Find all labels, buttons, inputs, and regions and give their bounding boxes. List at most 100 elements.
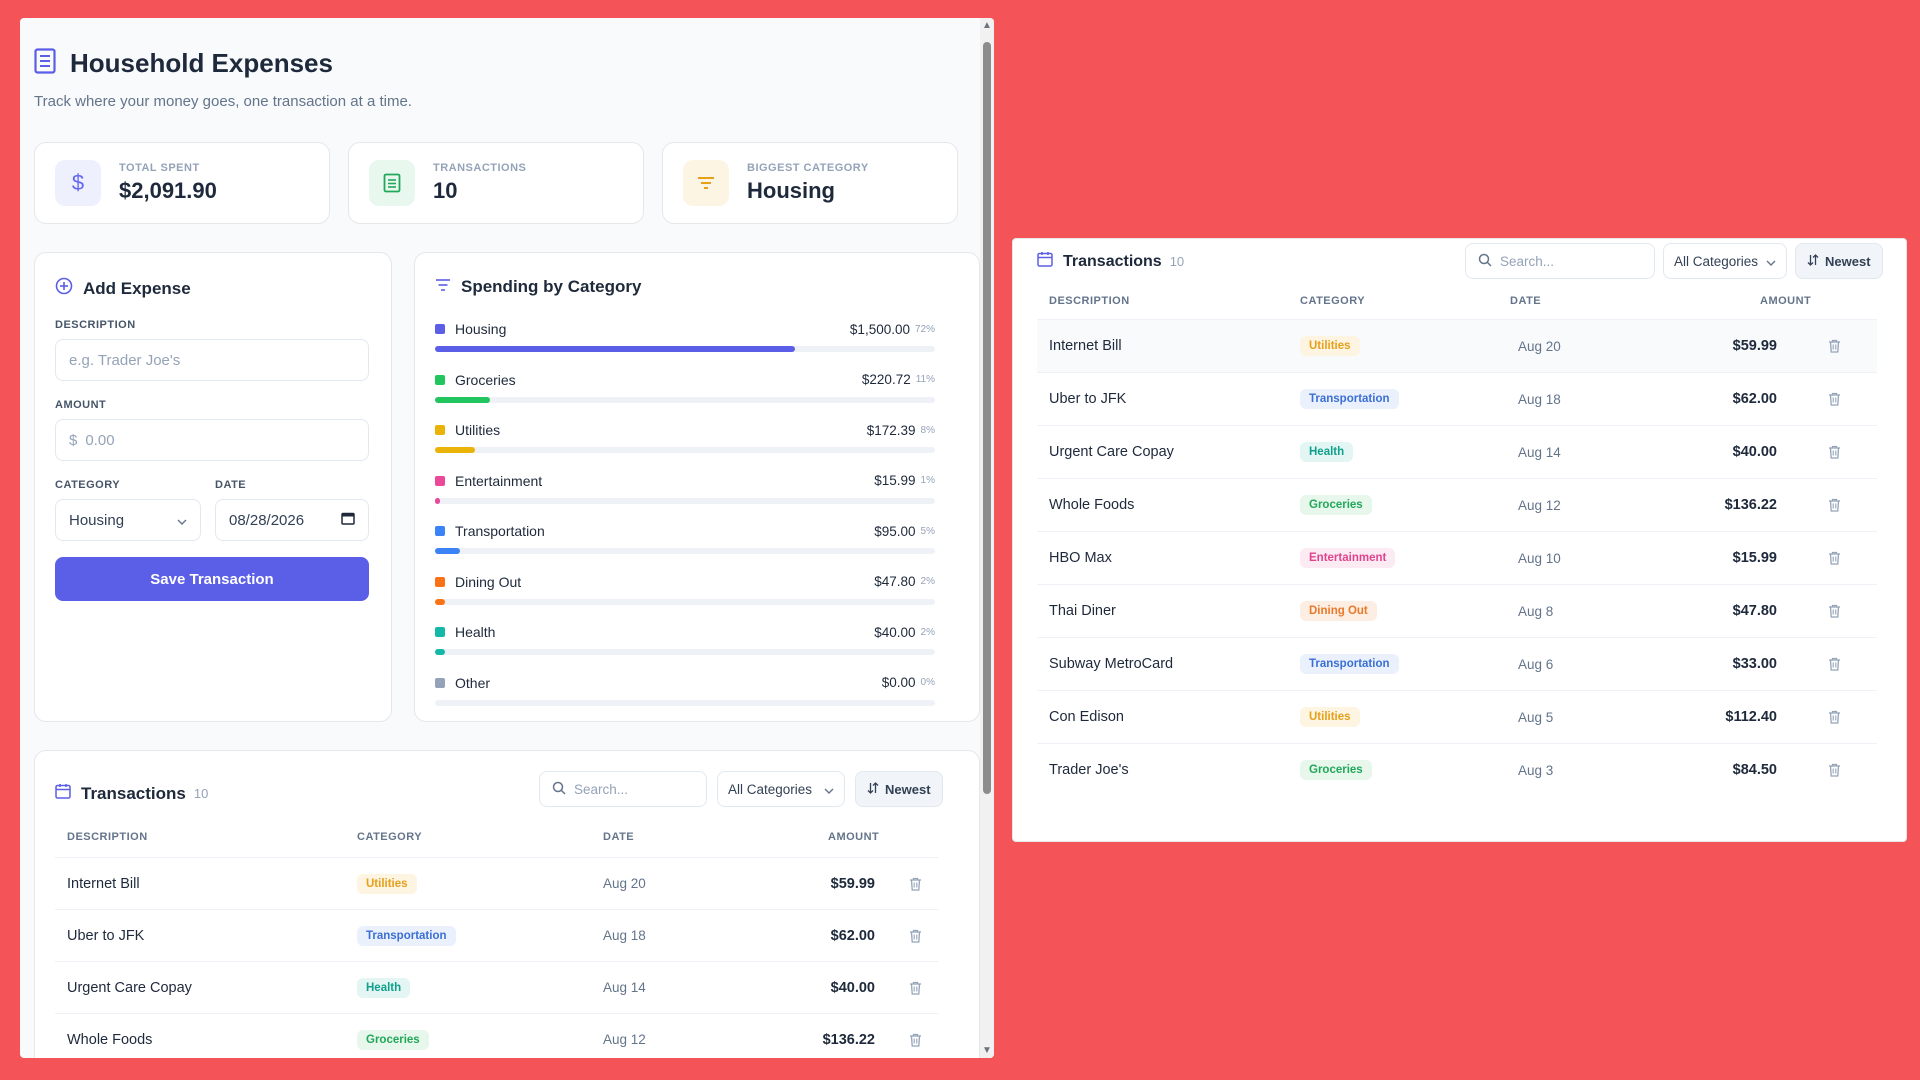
category-badge: Utilities xyxy=(357,873,417,894)
search-input[interactable]: Search... xyxy=(539,771,707,807)
table-row[interactable]: Internet Bill Utilities Aug 20 $59.99 xyxy=(1037,319,1877,372)
spending-title: Spending by Category xyxy=(461,277,642,296)
table-row[interactable]: Whole Foods Groceries Aug 12 $136.22 xyxy=(1037,478,1877,531)
transactions-panel: Transactions 10 Search... All Categories… xyxy=(34,750,980,1058)
category-bar-track xyxy=(435,548,935,554)
table-row[interactable]: Thai Diner Dining Out Aug 8 $47.80 xyxy=(1037,584,1877,637)
add-expense-panel: Add Expense DESCRIPTION e.g. Trader Joe'… xyxy=(34,252,392,722)
table-row[interactable]: Subway MetroCard Transportation Aug 6 $33.0… xyxy=(1037,637,1877,690)
category-bar-track xyxy=(435,396,935,403)
category-badge: Utilities xyxy=(1300,336,1360,356)
calendar-icon xyxy=(55,783,71,804)
category-bar-fill xyxy=(435,649,445,655)
transaction-date: Aug 3 xyxy=(1518,762,1554,778)
sort-label: Newest xyxy=(885,781,931,797)
table-row[interactable]: Urgent Care Copay Health Aug 14 $40.00 xyxy=(55,961,939,1013)
category-row: Transportation $95.00 5% xyxy=(435,523,935,554)
save-transaction-button[interactable]: Save Transaction xyxy=(55,557,369,601)
category-color-dot xyxy=(435,425,445,435)
transactions-title: Transactions xyxy=(1063,252,1162,270)
table-row[interactable]: Trader Joe's Groceries Aug 3 $84.50 xyxy=(1037,743,1877,796)
trash-icon[interactable] xyxy=(1828,320,1841,372)
trash-icon[interactable] xyxy=(909,858,922,909)
trash-icon[interactable] xyxy=(1828,532,1841,584)
scroll-thumb[interactable] xyxy=(983,42,991,794)
trash-icon[interactable] xyxy=(1828,373,1841,425)
category-color-dot xyxy=(435,677,445,688)
table-row[interactable]: Uber to JFK Transportation Aug 18 $62.00 xyxy=(1037,372,1877,425)
trash-icon[interactable] xyxy=(909,962,922,1013)
category-bar-track xyxy=(435,346,935,352)
transaction-amount: $15.99 xyxy=(1732,550,1777,566)
description-placeholder: e.g. Trader Joe's xyxy=(69,351,181,369)
amount-input[interactable]: $ 0.00 xyxy=(55,419,369,461)
trash-icon[interactable] xyxy=(1828,426,1841,478)
category-bar-fill xyxy=(435,447,475,453)
trash-icon[interactable] xyxy=(1828,638,1841,690)
category-percent: 8% xyxy=(920,424,935,436)
amount-prefix: $ xyxy=(69,431,78,449)
trash-icon[interactable] xyxy=(1828,744,1841,796)
filter-icon xyxy=(435,277,451,297)
scroll-down-icon[interactable]: ▼ xyxy=(982,1045,992,1056)
filter-value: All Categories xyxy=(728,781,813,797)
category-percent: 72% xyxy=(914,323,935,335)
transactions-count: 10 xyxy=(193,786,209,801)
add-expense-title: Add Expense xyxy=(83,278,191,298)
column-header[interactable]: CATEGORY xyxy=(1300,295,1366,307)
column-header[interactable]: DESCRIPTION xyxy=(1049,295,1130,307)
category-select[interactable]: Housing xyxy=(55,499,201,541)
trash-icon[interactable] xyxy=(909,910,922,961)
table-row[interactable]: Urgent Care Copay Health Aug 14 $40.00 xyxy=(1037,425,1877,478)
category-badge: Transportation xyxy=(1300,389,1399,409)
chevron-down-icon xyxy=(824,782,834,797)
transaction-description: Internet Bill xyxy=(1049,338,1122,354)
category-name: Entertainment xyxy=(455,472,543,489)
date-label: DATE xyxy=(215,479,247,491)
stat-card-transactions: TRANSACTIONS 10 xyxy=(348,142,644,224)
scroll-up-icon[interactable]: ▲ xyxy=(982,20,992,31)
category-color-dot xyxy=(435,576,445,587)
category-badge: Dining Out xyxy=(1300,601,1377,621)
transactions-count: 10 xyxy=(1169,254,1185,269)
column-header[interactable]: DATE xyxy=(1510,295,1542,307)
transaction-amount: $136.22 xyxy=(822,1031,875,1048)
category-color-dot xyxy=(435,627,445,637)
transaction-description: Whole Foods xyxy=(67,1031,153,1048)
category-filter-select[interactable]: All Categories xyxy=(1663,243,1787,279)
category-amount: $40.00 xyxy=(874,624,916,640)
table-row[interactable]: Uber to JFK Transportation Aug 18 $62.00 xyxy=(55,909,939,961)
transaction-description: Whole Foods xyxy=(1049,497,1135,513)
sort-newest-button[interactable]: Newest xyxy=(855,771,943,807)
sort-newest-button[interactable]: Newest xyxy=(1795,243,1883,279)
trash-icon[interactable] xyxy=(1828,585,1841,637)
column-header[interactable]: CATEGORY xyxy=(357,831,423,843)
table-row[interactable]: Whole Foods Groceries Aug 12 $136.22 xyxy=(55,1013,939,1058)
trash-icon[interactable] xyxy=(1828,479,1841,531)
category-badge: Transportation xyxy=(357,925,456,946)
column-header[interactable]: AMOUNT xyxy=(828,831,880,843)
table-row[interactable]: HBO Max Entertainment Aug 10 $15.99 xyxy=(1037,531,1877,584)
transaction-amount: $84.50 xyxy=(1732,762,1777,778)
category-badge: Transportation xyxy=(1300,654,1399,674)
date-input[interactable]: 08/28/2026 xyxy=(215,499,369,541)
page-subtitle: Track where your money goes, one transac… xyxy=(34,93,412,110)
description-input[interactable]: e.g. Trader Joe's xyxy=(55,339,369,381)
category-filter-select[interactable]: All Categories xyxy=(717,771,845,807)
trash-icon[interactable] xyxy=(909,1014,922,1058)
column-header[interactable]: AMOUNT xyxy=(1760,295,1812,307)
transactions-table: DESCRIPTION CATEGORY DATE AMOUNT Internet Bi… xyxy=(55,825,939,1058)
column-header[interactable]: DESCRIPTION xyxy=(67,831,148,843)
vertical-scrollbar[interactable]: ▲ ▼ xyxy=(980,18,994,1058)
transaction-description: HBO Max xyxy=(1049,550,1112,566)
category-label: CATEGORY xyxy=(55,479,121,491)
category-amount: $1,500.00 xyxy=(849,321,910,337)
trash-icon[interactable] xyxy=(1828,691,1841,743)
table-row[interactable]: Con Edison Utilities Aug 5 $112.40 xyxy=(1037,690,1877,743)
column-header[interactable]: DATE xyxy=(603,831,635,843)
transaction-amount: $33.00 xyxy=(1732,656,1777,672)
table-row[interactable]: Internet Bill Utilities Aug 20 $59.99 xyxy=(55,857,939,909)
calendar-icon[interactable] xyxy=(341,511,355,529)
search-input[interactable]: Search... xyxy=(1465,243,1655,279)
stat-label: TRANSACTIONS xyxy=(433,162,527,174)
